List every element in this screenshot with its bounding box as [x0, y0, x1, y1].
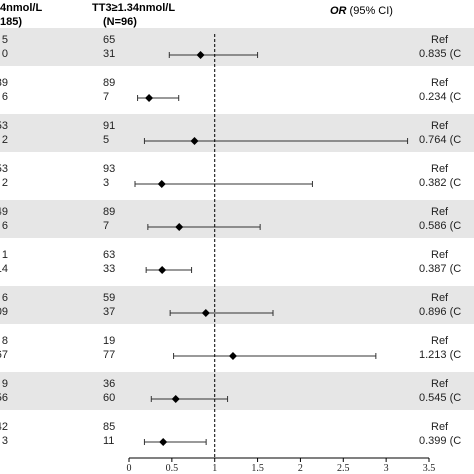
col1-count-top: 9	[2, 378, 8, 390]
col2-count-top: 93	[103, 163, 115, 175]
x-tick-label: 0	[127, 463, 132, 474]
ref-label: Ref	[431, 421, 449, 433]
x-tick-label: 0.5	[166, 463, 179, 474]
x-tick-label: 1.5	[251, 463, 264, 474]
col2-count-top: 89	[103, 77, 115, 89]
col2-count-bottom: 11	[103, 435, 114, 447]
col1-count-bottom: 2	[2, 177, 8, 189]
ref-label: Ref	[431, 206, 449, 218]
col1-count-top: 8	[2, 335, 8, 347]
col2-count-top: 85	[103, 421, 115, 433]
x-tick-label: 2.5	[337, 463, 350, 474]
col1-count-top: 39	[0, 77, 8, 89]
col1-count-top: 5	[2, 34, 8, 46]
or-point	[196, 51, 205, 59]
or-value-label: 0.896 (C	[419, 306, 461, 318]
col2-count-bottom: 37	[103, 306, 115, 318]
col2-count-bottom: 77	[103, 349, 115, 361]
col1-count-top: 1	[2, 249, 8, 261]
or-point	[190, 137, 199, 145]
or-point	[145, 94, 154, 102]
row-band	[0, 372, 474, 410]
x-tick-label: 3.5	[423, 463, 436, 474]
col2-header-line2: (N=96)	[103, 16, 137, 28]
col1-count-bottom: 09	[0, 306, 8, 318]
x-tick-label: 1	[212, 463, 217, 474]
col2-count-bottom: 5	[103, 134, 109, 146]
or-value-label: 0.234 (C	[419, 91, 461, 103]
col1-count-bottom: 6	[2, 220, 8, 232]
col2-header-line1: TT3≥1.34nmol/L	[92, 2, 175, 14]
col2-count-top: 36	[103, 378, 115, 390]
col1-count-bottom: 0	[2, 48, 8, 60]
ref-label: Ref	[431, 34, 449, 46]
ref-label: Ref	[431, 292, 449, 304]
or-point	[171, 395, 180, 403]
or-value-label: 0.387 (C	[419, 263, 461, 275]
col1-header-line2: 185)	[0, 16, 22, 28]
table-header: 4nmol/L 185) TT3≥1.34nmol/L (N=96) OR (9…	[0, 2, 393, 28]
ref-label: Ref	[431, 249, 449, 261]
col1-header-line1: 4nmol/L	[0, 2, 42, 14]
col2-count-top: 63	[103, 249, 115, 261]
col1-count-top: 49	[0, 206, 8, 218]
ref-label: Ref	[431, 77, 449, 89]
row-band	[0, 28, 474, 66]
row-band	[0, 114, 474, 152]
or-value-label: 0.545 (C	[419, 392, 461, 404]
col1-count-bottom: 67	[0, 349, 8, 361]
ci-label: (95% CI)	[347, 5, 393, 17]
col2-count-bottom: 3	[103, 177, 109, 189]
col2-count-top: 89	[103, 206, 115, 218]
or-value-label: 0.586 (C	[419, 220, 461, 232]
col2-count-top: 65	[103, 34, 115, 46]
plot-marks	[134, 34, 409, 458]
col1-count-bottom: 2	[2, 134, 8, 146]
col2-count-top: 91	[103, 120, 115, 132]
or-point	[201, 309, 210, 317]
or-value-label: 0.382 (C	[419, 177, 461, 189]
x-tick-label: 2	[298, 463, 303, 474]
col1-count-bottom: 6	[2, 91, 8, 103]
or-value-label: 1.213 (C	[419, 349, 461, 361]
col1-count-bottom: 56	[0, 392, 8, 404]
col2-count-bottom: 7	[103, 220, 109, 232]
or-ci-header: OR (95% CI)	[330, 5, 393, 17]
or-point	[158, 266, 167, 274]
col2-count-bottom: 33	[103, 263, 115, 275]
row-band	[0, 286, 474, 324]
ref-label: Ref	[431, 335, 449, 347]
row-bands	[0, 28, 474, 410]
col2-count-bottom: 7	[103, 91, 109, 103]
col2-count-bottom: 60	[103, 392, 115, 404]
col1-count-bottom: 3	[2, 435, 8, 447]
row-band	[0, 200, 474, 238]
col2-count-top: 19	[103, 335, 115, 347]
ref-label: Ref	[431, 120, 449, 132]
x-tick-label: 3	[384, 463, 389, 474]
or-label: OR	[330, 5, 347, 17]
col1-count-bottom: 14	[0, 263, 8, 275]
col1-count-top: 6	[2, 292, 8, 304]
col1-count-top: 42	[0, 421, 8, 433]
x-axis: 0 0.5 1 1.5 2 2.5 3 3.5	[127, 457, 436, 474]
or-point	[157, 180, 166, 188]
col2-count-top: 59	[103, 292, 115, 304]
col1-count-top: 53	[0, 120, 8, 132]
or-point	[228, 352, 237, 360]
or-value-label: 0.764 (C	[419, 134, 461, 146]
col1-count-top: 53	[0, 163, 8, 175]
or-value-label: 0.835 (C	[419, 48, 461, 60]
or-point	[159, 438, 168, 446]
or-value-label: 0.399 (C	[419, 435, 461, 447]
ref-label: Ref	[431, 163, 449, 175]
or-point	[175, 223, 184, 231]
col2-count-bottom: 31	[103, 48, 115, 60]
ref-label: Ref	[431, 378, 449, 390]
